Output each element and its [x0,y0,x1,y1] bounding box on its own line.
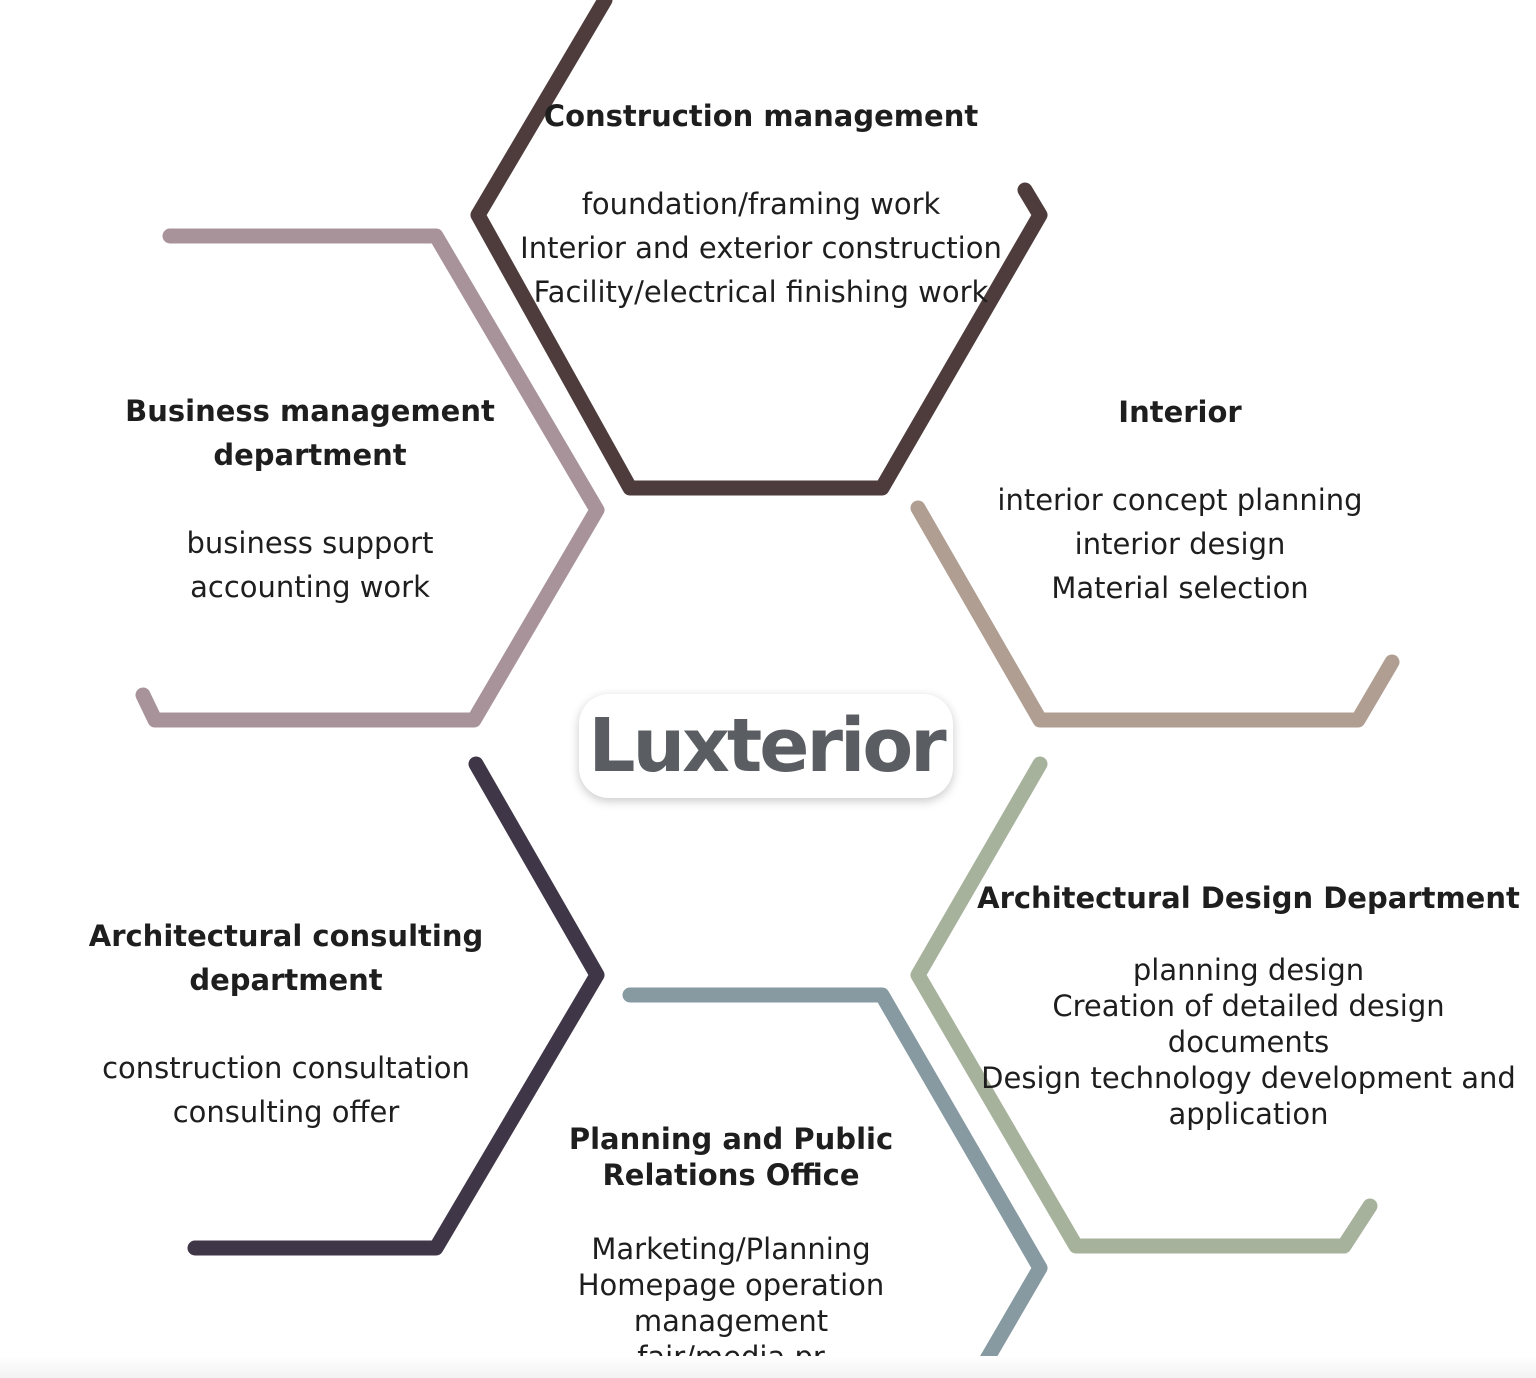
business-management-block: Business management department business … [110,389,510,609]
interior-hex-line [910,500,1400,728]
design-item: Design technology development and [981,1061,1516,1095]
construction-item: Interior and exterior construction [520,231,1002,265]
consulting-hex-line [187,756,605,1256]
design-block: Architectural Design Department planning… [976,880,1521,1132]
interior-item: interior design [1074,527,1286,561]
construction-item: Facility/electrical finishing work [533,275,989,309]
planning-hex-line [622,987,1048,1378]
consulting-item: construction consultation [102,1051,470,1085]
planning-pr-item: Marketing/Planning [591,1232,871,1266]
design-hex-line [910,756,1378,1254]
planning-pr-block: Planning and Public Relations Office Mar… [481,1121,981,1375]
planning-pr-item: Homepage operation management [577,1268,885,1338]
interior-title: Interior [1118,395,1242,429]
consulting-item: consulting offer [172,1095,400,1129]
brand-logo-box: Luxterior [579,694,953,798]
interior-block: Interior interior concept planning inter… [980,390,1380,610]
business-item: business support [186,526,434,560]
design-item: Creation of detailed design documents [1052,989,1445,1059]
consulting-title: Architectural consulting department [88,919,484,997]
bottom-fade-strip [0,1356,1536,1378]
interior-item: interior concept planning [997,483,1363,517]
design-title: Architectural Design Department [977,881,1520,915]
construction-management-title: Construction management [543,99,979,133]
construction-management-block: Construction management foundation/frami… [511,94,1011,314]
planning-pr-title-line1: Planning and Public [568,1122,894,1156]
business-management-title-line2: department [213,438,407,472]
brand-logo-text: Luxterior [588,703,946,789]
business-item: accounting work [190,570,430,604]
construction-item: foundation/framing work [581,187,941,221]
design-item: planning design [1132,953,1365,987]
planning-pr-title-line2: Relations Office [602,1158,860,1192]
construction-hex-line [470,0,1048,496]
design-item: application [1168,1097,1329,1131]
interior-item: Material selection [1051,571,1309,605]
consulting-block: Architectural consulting department cons… [6,914,566,1134]
business-management-title-line1: Business management [125,394,495,428]
business-hex-line [135,228,605,728]
